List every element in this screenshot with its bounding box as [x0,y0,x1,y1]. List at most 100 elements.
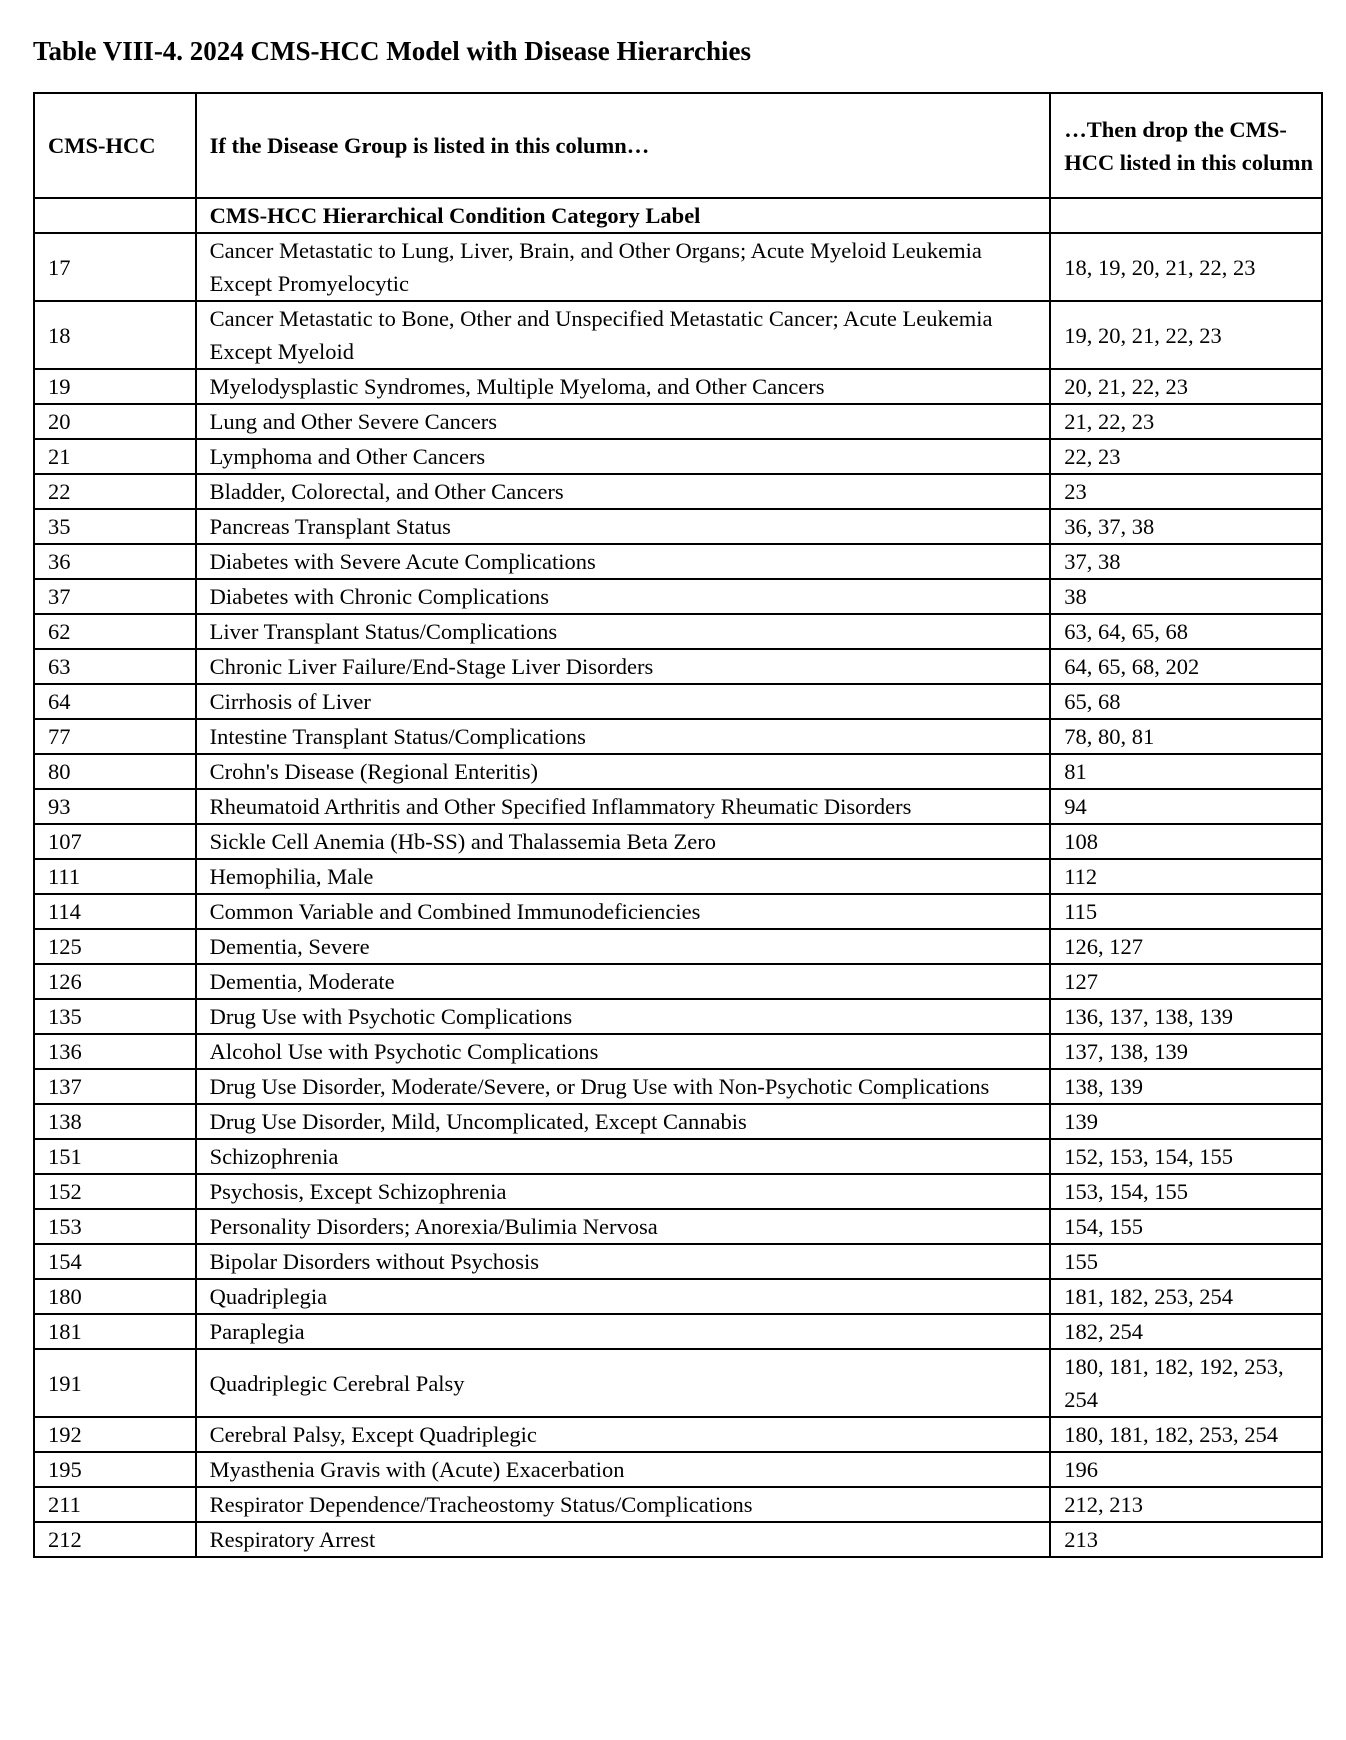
label-cell: Cancer Metastatic to Lung, Liver, Brain,… [194,232,1052,302]
hcc-cell: 191 [33,1348,197,1418]
label-cell: Drug Use Disorder, Mild, Uncomplicated, … [194,1103,1052,1140]
table-row: 107 Sickle Cell Anemia (Hb-SS) and Thalas… [33,823,1323,860]
label-cell: Rheumatoid Arthritis and Other Specified… [194,788,1052,825]
hcc-cell: 22 [33,473,197,510]
hcc-cell: 17 [33,232,197,302]
drop-cell: 152, 153, 154, 155 [1049,1138,1323,1175]
drop-cell: 139 [1049,1103,1323,1140]
label-cell: Bladder, Colorectal, and Other Cancers [194,473,1052,510]
drop-cell: 36, 37, 38 [1049,508,1323,545]
hcc-cell: 93 [33,788,197,825]
hcc-cell: 152 [33,1173,197,1210]
hcc-cell: 136 [33,1033,197,1070]
drop-cell: 18, 19, 20, 21, 22, 23 [1049,232,1323,302]
label-cell: Sickle Cell Anemia (Hb-SS) and Thalassem… [194,823,1052,860]
drop-cell: 81 [1049,753,1323,790]
hcc-cell: 18 [33,300,197,370]
hcc-cell: 153 [33,1208,197,1245]
drop-cell: 212, 213 [1049,1486,1323,1523]
drop-cell: 23 [1049,473,1323,510]
table-row: 77 Intestine Transplant Status/Complicati… [33,718,1323,755]
drop-cell: 94 [1049,788,1323,825]
header-row: CMS-HCC If the Disease Group is listed i… [33,92,1323,199]
label-cell: Respiratory Arrest [194,1521,1052,1558]
drop-cell: 112 [1049,858,1323,895]
table-row: 111 Hemophilia, Male 112 [33,858,1323,895]
table-row: 17 Cancer Metastatic to Lung, Liver, Brai… [33,232,1323,302]
label-cell: Respirator Dependence/Tracheostomy Statu… [194,1486,1052,1523]
hcc-cell: 125 [33,928,197,965]
table-row: 63 Chronic Liver Failure/End-Stage Liver … [33,648,1323,685]
drop-cell: 20, 21, 22, 23 [1049,368,1323,405]
drop-cell: 138, 139 [1049,1068,1323,1105]
label-cell: Quadriplegia [194,1278,1052,1315]
table-row: 37 Diabetes with Chronic Complications 38 [33,578,1323,615]
label-cell: Cancer Metastatic to Bone, Other and Uns… [194,300,1052,370]
label-cell: Liver Transplant Status/Complications [194,613,1052,650]
label-cell: Chronic Liver Failure/End-Stage Liver Di… [194,648,1052,685]
table-row: 191 Quadriplegic Cerebral Palsy 180, 181, … [33,1348,1323,1418]
table-row: 114 Common Variable and Combined Immunode… [33,893,1323,930]
hcc-cell: 111 [33,858,197,895]
table-row: 62 Liver Transplant Status/Complications 6… [33,613,1323,650]
table-row: 22 Bladder, Colorectal, and Other Cancers… [33,473,1323,510]
hcc-cell: 180 [33,1278,197,1315]
hcc-cell: 114 [33,893,197,930]
label-cell: Myasthenia Gravis with (Acute) Exacerbat… [194,1451,1052,1488]
hcc-cell: 21 [33,438,197,475]
table-row: 126 Dementia, Moderate 127 [33,963,1323,1000]
drop-cell: 136, 137, 138, 139 [1049,998,1323,1035]
drop-cell: 19, 20, 21, 22, 23 [1049,300,1323,370]
drop-cell: 155 [1049,1243,1323,1280]
hcc-cell: 36 [33,543,197,580]
hcc-cell: 63 [33,648,197,685]
label-cell: Dementia, Severe [194,928,1052,965]
table-row: 192 Cerebral Palsy, Except Quadriplegic 18… [33,1416,1323,1453]
label-cell: Schizophrenia [194,1138,1052,1175]
label-cell: Crohn's Disease (Regional Enteritis) [194,753,1052,790]
table-row: 180 Quadriplegia 181, 182, 253, 254 [33,1278,1323,1315]
drop-cell: 137, 138, 139 [1049,1033,1323,1070]
label-cell: Pancreas Transplant Status [194,508,1052,545]
drop-cell: 108 [1049,823,1323,860]
drop-cell: 22, 23 [1049,438,1323,475]
label-cell: Drug Use Disorder, Moderate/Severe, or D… [194,1068,1052,1105]
hcc-cell: 212 [33,1521,197,1558]
hcc-cell: 138 [33,1103,197,1140]
table-row: 93 Rheumatoid Arthritis and Other Specifi… [33,788,1323,825]
table-row: 181 Paraplegia 182, 254 [33,1313,1323,1350]
drop-cell: 181, 182, 253, 254 [1049,1278,1323,1315]
hcc-cell: 211 [33,1486,197,1523]
drop-cell: 63, 64, 65, 68 [1049,613,1323,650]
table-row: 64 Cirrhosis of Liver 65, 68 [33,683,1323,720]
label-cell: Lymphoma and Other Cancers [194,438,1052,475]
drop-cell: 78, 80, 81 [1049,718,1323,755]
drop-cell: 115 [1049,893,1323,930]
drop-cell: 65, 68 [1049,683,1323,720]
hcc-cell: 195 [33,1451,197,1488]
label-cell: Myelodysplastic Syndromes, Multiple Myel… [194,368,1052,405]
drop-cell: 21, 22, 23 [1049,403,1323,440]
hcc-cell: 192 [33,1416,197,1453]
hcc-cell: 37 [33,578,197,615]
table-row: 36 Diabetes with Severe Acute Complicatio… [33,543,1323,580]
hcc-cell: 77 [33,718,197,755]
header-cms-hcc: CMS-HCC [33,92,197,199]
drop-cell: 64, 65, 68, 202 [1049,648,1323,685]
label-row: CMS-HCC Hierarchical Condition Category … [33,197,1323,234]
drop-cell: 213 [1049,1521,1323,1558]
hcc-cell: 137 [33,1068,197,1105]
label-cell: Psychosis, Except Schizophrenia [194,1173,1052,1210]
drop-cell: 154, 155 [1049,1208,1323,1245]
label-cell: Hemophilia, Male [194,858,1052,895]
label-cell: Bipolar Disorders without Psychosis [194,1243,1052,1280]
label-cell: Diabetes with Chronic Complications [194,578,1052,615]
drop-cell: 38 [1049,578,1323,615]
drop-cell: 196 [1049,1451,1323,1488]
table-row: 195 Myasthenia Gravis with (Acute) Exacer… [33,1451,1323,1488]
table-row: 35 Pancreas Transplant Status 36, 37, 38 [33,508,1323,545]
hierarchy-table: CMS-HCC If the Disease Group is listed i… [33,92,1323,1558]
table-row: 211 Respirator Dependence/Tracheostomy St… [33,1486,1323,1523]
label-row-label: CMS-HCC Hierarchical Condition Category … [194,197,1052,234]
table-row: 137 Drug Use Disorder, Moderate/Severe, o… [33,1068,1323,1105]
